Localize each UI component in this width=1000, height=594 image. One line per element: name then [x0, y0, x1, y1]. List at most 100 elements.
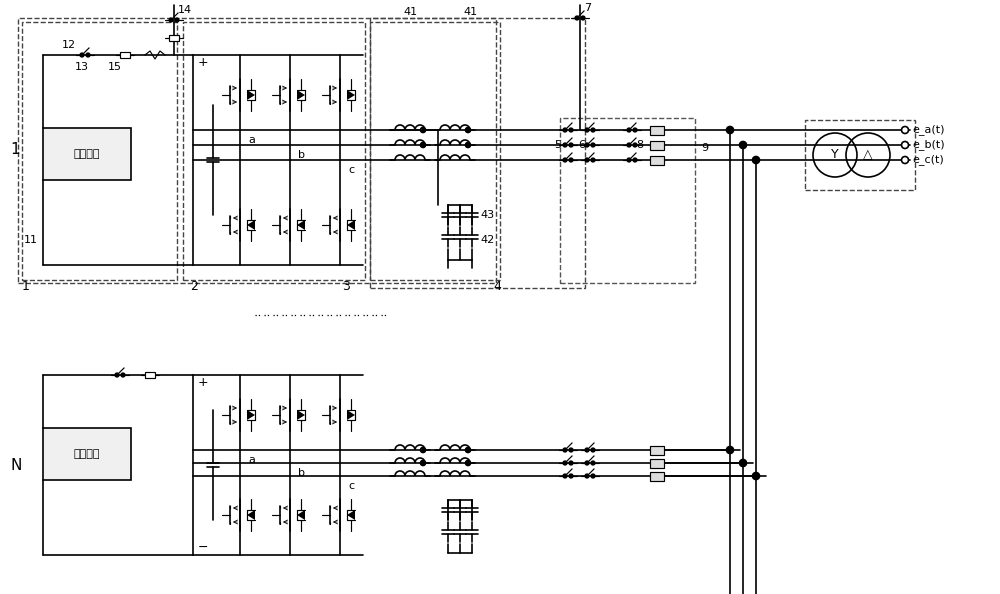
Circle shape	[902, 156, 908, 163]
Text: 41: 41	[403, 7, 417, 17]
Bar	[18, 18, 496, 283]
Polygon shape	[247, 90, 255, 100]
Circle shape	[740, 460, 746, 466]
Circle shape	[591, 128, 595, 132]
Circle shape	[80, 53, 84, 57]
Polygon shape	[347, 220, 355, 230]
Text: +: +	[198, 56, 209, 69]
Polygon shape	[247, 510, 255, 520]
Circle shape	[420, 447, 426, 453]
Circle shape	[591, 158, 595, 162]
Polygon shape	[347, 510, 355, 520]
Circle shape	[585, 461, 589, 465]
Circle shape	[591, 448, 595, 452]
Bar	[650, 446, 664, 455]
Text: 2: 2	[190, 280, 198, 293]
Bar	[650, 156, 664, 165]
Polygon shape	[247, 410, 255, 420]
Polygon shape	[247, 220, 255, 230]
Circle shape	[121, 373, 125, 377]
Text: b: b	[298, 468, 305, 478]
Text: 43: 43	[480, 210, 494, 220]
Bar	[22, 22, 177, 280]
Text: b: b	[298, 150, 305, 160]
Polygon shape	[347, 410, 355, 420]
Circle shape	[633, 158, 637, 162]
Circle shape	[563, 158, 567, 162]
Text: 9: 9	[701, 143, 709, 153]
Circle shape	[563, 448, 567, 452]
Circle shape	[633, 143, 637, 147]
Circle shape	[627, 158, 631, 162]
Circle shape	[591, 474, 595, 478]
Text: 7: 7	[584, 3, 591, 13]
Bar	[145, 372, 155, 378]
Text: 11: 11	[24, 235, 38, 245]
Text: 5: 5	[554, 140, 562, 150]
Polygon shape	[297, 220, 305, 230]
Bar	[650, 472, 664, 481]
Circle shape	[726, 127, 734, 134]
Text: 42: 42	[480, 235, 494, 245]
Bar	[169, 35, 179, 41]
Bar	[650, 459, 664, 468]
Bar	[560, 118, 695, 283]
Circle shape	[420, 143, 426, 147]
Circle shape	[726, 447, 734, 453]
Text: Y: Y	[831, 148, 839, 162]
Circle shape	[633, 128, 637, 132]
Circle shape	[627, 143, 631, 147]
Circle shape	[740, 141, 746, 148]
Text: 4: 4	[493, 280, 501, 293]
Text: a: a	[248, 455, 255, 465]
Circle shape	[627, 128, 631, 132]
Text: 13: 13	[75, 62, 89, 72]
Bar	[370, 18, 585, 288]
Circle shape	[569, 461, 573, 465]
Text: e_b(t): e_b(t)	[912, 140, 945, 150]
Bar	[120, 52, 130, 58]
Circle shape	[569, 158, 573, 162]
Text: e_c(t): e_c(t)	[912, 154, 944, 166]
Text: +: +	[198, 377, 209, 390]
Polygon shape	[347, 90, 355, 100]
Text: a: a	[248, 135, 255, 145]
Text: 1: 1	[10, 143, 20, 157]
Circle shape	[569, 143, 573, 147]
Circle shape	[466, 460, 471, 466]
Circle shape	[902, 127, 908, 134]
Polygon shape	[297, 90, 305, 100]
Text: −: −	[198, 541, 208, 554]
Circle shape	[585, 143, 589, 147]
Text: e_a(t): e_a(t)	[912, 125, 944, 135]
Circle shape	[753, 156, 760, 163]
Text: 14: 14	[178, 5, 192, 15]
Text: c: c	[348, 165, 354, 175]
Circle shape	[581, 16, 585, 20]
Circle shape	[563, 143, 567, 147]
Circle shape	[585, 448, 589, 452]
Circle shape	[175, 18, 179, 22]
Circle shape	[86, 53, 90, 57]
Circle shape	[753, 472, 760, 479]
Circle shape	[585, 474, 589, 478]
Bar	[183, 22, 365, 280]
Text: 储能电池: 储能电池	[74, 449, 100, 459]
Bar	[370, 22, 500, 280]
Bar	[650, 141, 664, 150]
Bar	[805, 120, 915, 190]
Bar	[650, 126, 664, 135]
Text: N: N	[10, 457, 21, 472]
Circle shape	[169, 18, 173, 22]
Circle shape	[902, 141, 908, 148]
Circle shape	[466, 128, 471, 132]
Text: 15: 15	[108, 62, 122, 72]
Circle shape	[563, 128, 567, 132]
Circle shape	[585, 128, 589, 132]
Circle shape	[466, 143, 471, 147]
Text: c: c	[348, 481, 354, 491]
Circle shape	[563, 461, 567, 465]
Circle shape	[591, 143, 595, 147]
Text: △: △	[863, 148, 873, 162]
Circle shape	[591, 461, 595, 465]
